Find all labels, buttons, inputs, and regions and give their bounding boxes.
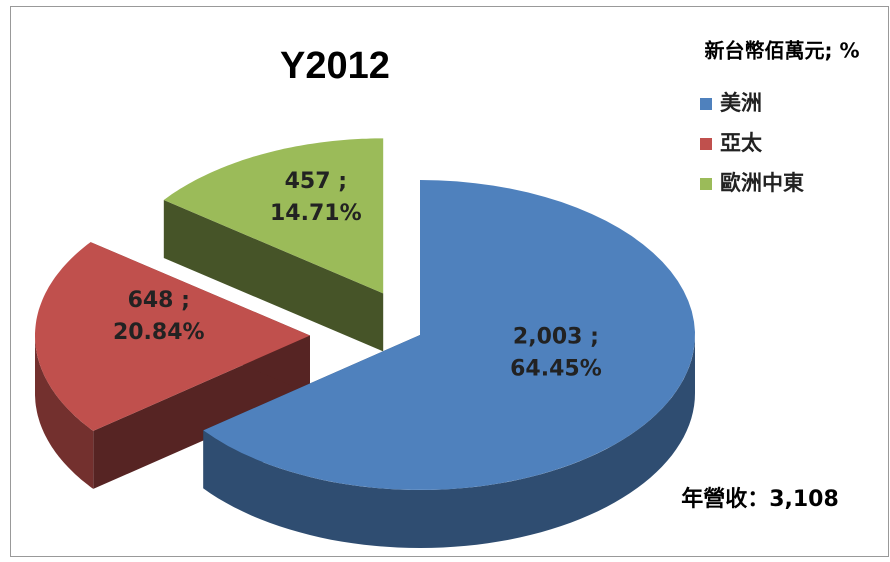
legend-label: 歐洲中東 [720,171,804,195]
legend-label: 亞太 [720,131,763,155]
pie-slice [35,242,310,431]
slice-side [163,200,384,352]
legend-swatch [700,138,712,150]
slice-wall [35,335,94,489]
slice-side [93,335,310,489]
value-label: 648 ; [128,288,190,313]
pie-slice [163,138,384,294]
pie-slice [203,180,696,490]
chart-title: Y2012 [280,45,390,87]
legend-swatch [700,98,712,110]
percent-label: 20.84% [113,320,205,345]
annotation: 年營收：3,108 [681,486,839,512]
unit-label: 新台幣佰萬元; % [705,39,860,63]
percent-label: 14.71% [270,201,362,226]
slice-wall [203,335,696,548]
legend-label: 美洲 [720,91,762,115]
value-label: 2,003 ; [513,324,599,349]
value-label: 457 ; [285,169,347,194]
legend-swatch [700,178,712,190]
percent-label: 64.45% [510,356,602,381]
